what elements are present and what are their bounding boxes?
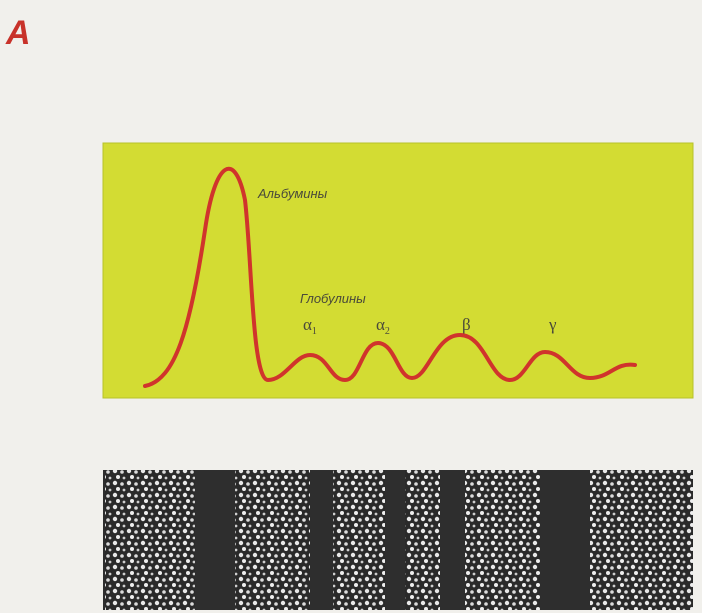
globulins-label: Глобулины (300, 291, 366, 306)
fraction-symbol: α (376, 315, 385, 334)
gel-band (465, 470, 540, 610)
chart-panel (103, 143, 693, 398)
gel-band (405, 470, 440, 610)
gel-band (333, 470, 385, 610)
gel-band (590, 470, 693, 610)
albumins-label: Альбумины (257, 186, 328, 201)
fraction-label: γ (548, 315, 557, 334)
panel-label: A (5, 14, 31, 52)
figure: A Альбумины Глобулины α1 α2 β γ (0, 0, 702, 613)
fraction-subscript: 2 (385, 326, 390, 337)
fraction-label: β (462, 315, 471, 334)
gel-band (105, 470, 195, 610)
gel-band (235, 470, 310, 610)
fraction-symbol: α (303, 315, 312, 334)
page: {"panel_label": "A", "labels": {"albumin… (0, 0, 702, 613)
fraction-subscript: 1 (312, 326, 317, 337)
